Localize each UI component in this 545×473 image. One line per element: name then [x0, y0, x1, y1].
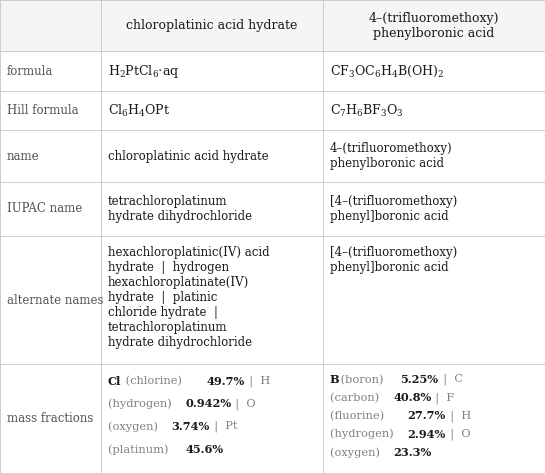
Text: 4–(trifluoromethoxy)
phenylboronic acid: 4–(trifluoromethoxy) phenylboronic acid: [368, 12, 499, 40]
Text: 3.74%: 3.74%: [171, 421, 210, 432]
Text: name: name: [7, 149, 40, 163]
Text: tetrachloroplatinum
hydrate dihydrochloride: tetrachloroplatinum hydrate dihydrochlor…: [108, 195, 252, 223]
Text: (fluorine): (fluorine): [330, 411, 387, 421]
Text: Hill formula: Hill formula: [7, 104, 78, 117]
Text: |  H: | H: [242, 376, 270, 387]
Text: $\mathregular{CF_3OC_6H_4B(OH)_2}$: $\mathregular{CF_3OC_6H_4B(OH)_2}$: [330, 63, 444, 79]
Text: [4–(trifluoromethoxy)
phenyl]boronic acid: [4–(trifluoromethoxy) phenyl]boronic aci…: [330, 246, 457, 274]
Text: |  Pt: | Pt: [207, 421, 237, 432]
Text: |  O: | O: [443, 429, 470, 440]
Text: 27.7%: 27.7%: [407, 411, 446, 421]
Text: 2.94%: 2.94%: [407, 429, 446, 439]
Bar: [323, 91, 545, 131]
Text: (chlorine): (chlorine): [122, 376, 185, 386]
Text: |  C: | C: [435, 374, 463, 385]
Text: $\mathregular{H_2PtCl_6{\cdot}aq}$: $\mathregular{H_2PtCl_6{\cdot}aq}$: [108, 62, 179, 79]
Bar: [323, 0, 545, 52]
Bar: [0, 91, 101, 131]
Bar: [0, 52, 101, 91]
Text: 40.8%: 40.8%: [393, 392, 432, 403]
Bar: [0, 131, 101, 182]
Text: Cl: Cl: [108, 376, 121, 387]
Bar: [101, 364, 323, 473]
Text: $\mathregular{C_7H_6BF_3O_3}$: $\mathregular{C_7H_6BF_3O_3}$: [330, 103, 403, 119]
Bar: [101, 0, 323, 52]
Text: alternate names: alternate names: [7, 294, 104, 307]
Text: 45.6%: 45.6%: [185, 444, 223, 455]
Bar: [323, 131, 545, 182]
Bar: [101, 182, 323, 236]
Text: (carbon): (carbon): [330, 393, 383, 403]
Text: chloroplatinic acid hydrate: chloroplatinic acid hydrate: [108, 149, 269, 163]
Text: mass fractions: mass fractions: [7, 412, 93, 425]
Text: |  H: | H: [443, 410, 471, 422]
Bar: [323, 182, 545, 236]
Text: [4–(trifluoromethoxy)
phenyl]boronic acid: [4–(trifluoromethoxy) phenyl]boronic aci…: [330, 195, 457, 223]
Text: B: B: [330, 374, 340, 385]
Text: (oxygen): (oxygen): [108, 421, 161, 432]
Bar: [0, 182, 101, 236]
Text: (hydrogen): (hydrogen): [108, 399, 175, 409]
Text: chloroplatinic acid hydrate: chloroplatinic acid hydrate: [126, 19, 298, 32]
Bar: [101, 236, 323, 364]
Text: hexachloroplatinic(IV) acid
hydrate  |  hydrogen
hexachloroplatinate(IV)
hydrate: hexachloroplatinic(IV) acid hydrate | hy…: [108, 246, 269, 349]
Text: 4–(trifluoromethoxy)
phenylboronic acid: 4–(trifluoromethoxy) phenylboronic acid: [330, 142, 452, 170]
Bar: [0, 236, 101, 364]
Text: $\mathregular{Cl_6H_4OPt}$: $\mathregular{Cl_6H_4OPt}$: [108, 103, 170, 119]
Bar: [0, 0, 101, 52]
Text: 5.25%: 5.25%: [400, 374, 438, 385]
Bar: [101, 91, 323, 131]
Text: (platinum): (platinum): [108, 444, 172, 455]
Text: (hydrogen): (hydrogen): [330, 429, 397, 439]
Bar: [323, 52, 545, 91]
Text: formula: formula: [7, 65, 53, 78]
Text: (boron): (boron): [337, 375, 387, 385]
Bar: [101, 131, 323, 182]
Text: 23.3%: 23.3%: [393, 447, 432, 458]
Text: 0.942%: 0.942%: [185, 398, 232, 410]
Bar: [323, 364, 545, 473]
Text: |  F: | F: [428, 392, 455, 403]
Text: (oxygen): (oxygen): [330, 447, 383, 457]
Bar: [101, 52, 323, 91]
Bar: [0, 364, 101, 473]
Text: IUPAC name: IUPAC name: [7, 202, 82, 215]
Bar: [323, 236, 545, 364]
Text: 49.7%: 49.7%: [207, 376, 245, 387]
Text: |  O: | O: [228, 398, 256, 410]
